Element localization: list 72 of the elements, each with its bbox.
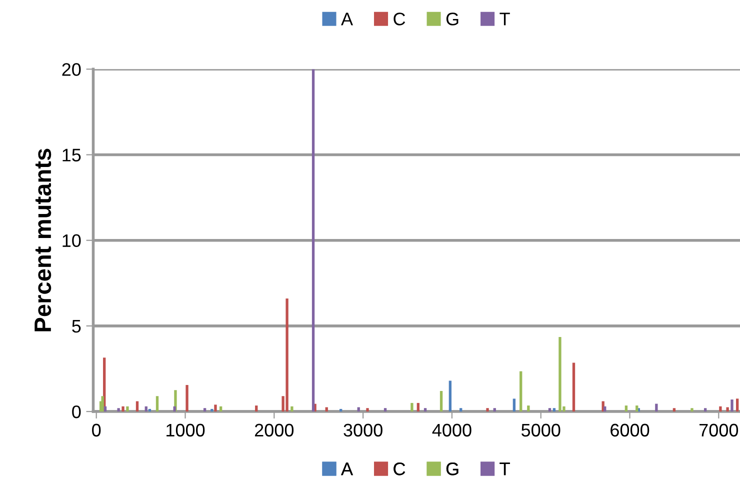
bar	[527, 406, 530, 412]
bar	[512, 398, 516, 412]
y-tick-label: 0	[72, 405, 81, 418]
bar	[572, 362, 576, 412]
bar	[552, 408, 556, 412]
legend-label: C	[394, 462, 406, 476]
bar	[416, 402, 420, 412]
bar	[126, 406, 129, 412]
bar	[290, 406, 294, 412]
bar	[384, 408, 387, 412]
bar	[122, 406, 124, 412]
y-tick-label: 5	[72, 320, 81, 333]
bar	[690, 408, 694, 412]
bar	[312, 69, 315, 412]
bar	[340, 408, 342, 412]
bar	[460, 408, 462, 412]
bar	[214, 404, 217, 412]
bar	[219, 406, 222, 412]
bar	[136, 401, 139, 412]
bar	[325, 407, 328, 412]
bar	[424, 408, 427, 412]
text: C	[394, 12, 406, 26]
x-tick-label: 6000	[610, 424, 650, 437]
bar	[624, 406, 628, 412]
bar	[286, 298, 288, 412]
bar	[410, 402, 414, 412]
bar	[104, 406, 107, 412]
bar	[101, 396, 104, 412]
bar	[203, 408, 206, 412]
bar	[255, 406, 258, 412]
x-tick-label: 1000	[166, 424, 205, 437]
bar	[636, 406, 638, 412]
bar	[486, 408, 489, 412]
bar	[186, 384, 188, 412]
text: G	[446, 12, 458, 26]
x-tick-label: 7000	[700, 424, 738, 437]
bar	[448, 380, 452, 412]
x-tick-label: 2000	[254, 424, 294, 437]
bar	[726, 407, 729, 412]
legend-label: G	[446, 462, 458, 476]
x-tick-label: 5000	[522, 424, 560, 437]
bar	[719, 406, 722, 412]
y-tick-label: 15	[62, 148, 81, 162]
bar	[144, 406, 148, 412]
bar	[366, 408, 369, 412]
bar	[148, 408, 152, 412]
y-axis-title: Percent mutants	[34, 148, 52, 332]
bar	[493, 408, 496, 412]
bar	[357, 407, 360, 412]
bar	[704, 408, 707, 412]
legend-label: T	[500, 12, 510, 26]
bar	[117, 408, 120, 412]
text: A	[341, 12, 353, 26]
x-tick-label: 0	[92, 424, 101, 437]
legend-label: A	[341, 462, 353, 476]
x-tick-label: 4000	[432, 424, 472, 437]
bar	[604, 406, 606, 412]
bar	[730, 400, 734, 412]
bar	[173, 406, 176, 412]
bar	[672, 408, 676, 412]
y-tick-label: 20	[62, 63, 81, 76]
text: T	[500, 462, 510, 476]
bar	[440, 390, 443, 412]
bar	[548, 408, 552, 412]
bar	[655, 404, 658, 412]
bar	[558, 337, 562, 412]
bar	[520, 371, 522, 412]
bar	[210, 408, 214, 412]
y-tick-label: 10	[62, 234, 81, 248]
bar	[156, 396, 159, 412]
x-tick-label: 3000	[344, 424, 382, 437]
bar	[736, 398, 739, 412]
